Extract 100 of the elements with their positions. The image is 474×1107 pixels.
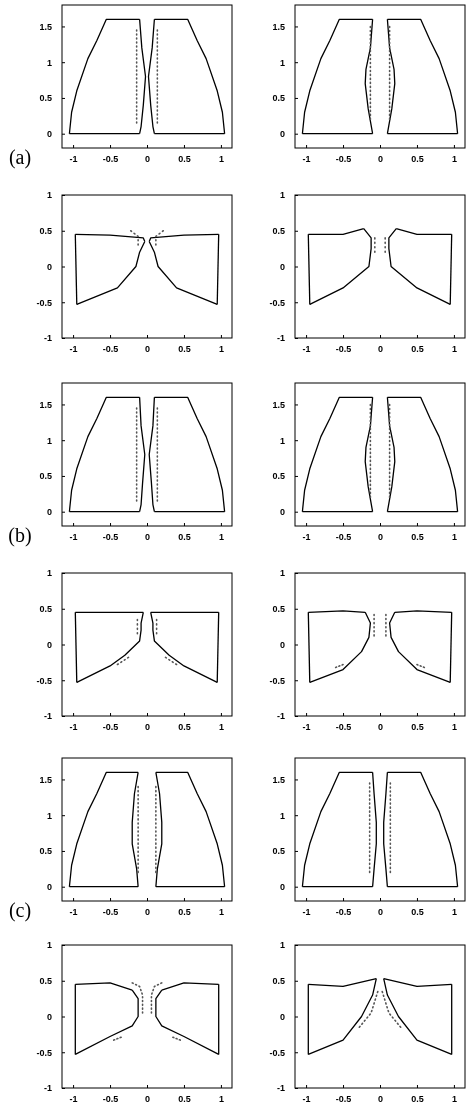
y-tick-label: -1 [43,333,52,344]
x-tick-label: 0.5 [178,154,191,165]
y-tick-label: 1 [46,568,52,579]
x-tick-label: 0 [377,154,384,165]
x-tick-label: -0.5 [102,344,119,355]
x-tick-label: 0.5 [178,722,191,733]
x-tick-label: -0.5 [102,532,119,543]
x-tick-label: 0 [377,1094,384,1105]
y-tick-label: 0.5 [272,226,285,237]
x-tick-label: -0.5 [335,1094,352,1105]
x-tick-label: 0.5 [411,907,424,918]
x-tick-label: 0 [144,532,151,543]
y-tick-label: 1 [46,57,52,68]
x-tick-label: 1 [218,532,224,543]
x-tick-label: 1 [451,532,457,543]
x-tick-label: 1 [451,907,457,918]
x-tick-label: -1 [302,532,311,543]
y-tick-label: -0.5 [269,675,285,686]
x-tick-label: 0 [144,1094,151,1105]
x-tick-label: -1 [302,154,311,165]
y-tick-label: 1 [46,810,52,821]
y-tick-label: 1 [279,810,285,821]
y-tick-label: 1.5 [39,21,52,32]
y-tick-label: 0.5 [272,604,285,615]
x-tick-label: 0.5 [411,722,424,733]
y-tick-label: 0.5 [39,471,52,482]
y-tick-label: 0 [279,882,285,893]
y-tick-label: 0 [279,261,285,272]
y-tick-label: 1 [279,435,285,446]
x-tick-label: -0.5 [102,907,119,918]
x-tick-label: 1 [218,907,224,918]
x-tick-label: -0.5 [335,532,352,543]
y-tick-label: -0.5 [36,675,52,686]
x-tick-label: 0 [144,154,151,165]
x-tick-label: 0 [377,907,384,918]
x-tick-label: 0 [144,722,151,733]
x-tick-label: -1 [302,907,311,918]
y-tick-label: 0 [279,639,285,650]
x-tick-label: -0.5 [335,344,352,355]
y-tick-label: 1.5 [272,21,285,32]
x-tick-label: -1 [302,344,311,355]
y-tick-label: 0.5 [39,604,52,615]
y-tick-label: 0.5 [39,846,52,857]
x-tick-label: 0.5 [411,532,424,543]
y-tick-label: -0.5 [36,1047,52,1058]
y-tick-label: -0.5 [269,297,285,308]
y-tick-label: 0 [279,129,285,140]
x-tick-label: -0.5 [102,154,119,165]
x-tick-label: 1 [218,1094,224,1105]
y-tick-label: 0.5 [39,976,52,987]
y-tick-label: -1 [276,333,285,344]
y-tick-label: 1.5 [39,399,52,410]
y-tick-label: 0 [46,507,52,518]
x-tick-label: 1 [451,154,457,165]
y-tick-label: -0.5 [269,1047,285,1058]
x-tick-label: -1 [302,722,311,733]
y-tick-label: 1 [279,57,285,68]
y-tick-label: -1 [43,711,52,722]
y-tick-label: 0 [279,507,285,518]
y-tick-label: 1 [46,435,52,446]
y-tick-label: 0.5 [272,976,285,987]
x-tick-label: 0.5 [178,1094,191,1105]
x-tick-label: -1 [69,154,78,165]
x-tick-label: 0 [144,344,151,355]
x-tick-label: -0.5 [102,722,119,733]
y-tick-label: -0.5 [36,297,52,308]
y-tick-label: 1 [279,190,285,201]
x-tick-label: 0.5 [178,532,191,543]
x-tick-label: -1 [69,907,78,918]
text: (b) [8,524,32,547]
y-tick-label: -1 [43,1083,52,1094]
x-tick-label: -0.5 [102,1094,119,1105]
y-tick-label: -1 [276,1083,285,1094]
x-tick-label: 1 [451,344,457,355]
x-tick-label: -1 [69,532,78,543]
y-tick-label: 1 [46,190,52,201]
x-tick-label: 1 [218,344,224,355]
y-tick-label: 1.5 [39,774,52,785]
x-tick-label: -0.5 [335,154,352,165]
y-tick-label: 1 [279,940,285,951]
y-tick-label: 0 [46,639,52,650]
y-tick-label: 0.5 [39,93,52,104]
x-tick-label: 0.5 [411,154,424,165]
y-tick-label: 0.5 [272,93,285,104]
y-tick-label: 0 [46,129,52,140]
y-tick-label: 1 [279,568,285,579]
x-tick-label: 0.5 [178,907,191,918]
x-tick-label: -1 [69,722,78,733]
x-tick-label: -1 [69,344,78,355]
y-tick-label: 0.5 [272,846,285,857]
x-tick-label: 1 [451,722,457,733]
text: (a) [8,146,32,169]
y-tick-label: 0.5 [272,471,285,482]
x-tick-label: -0.5 [335,722,352,733]
y-tick-label: 0 [46,1011,52,1022]
x-tick-label: 1 [218,154,224,165]
x-tick-label: 0.5 [178,344,191,355]
y-tick-label: 1 [46,940,52,951]
y-tick-label: 1.5 [272,399,285,410]
y-tick-label: -1 [276,711,285,722]
